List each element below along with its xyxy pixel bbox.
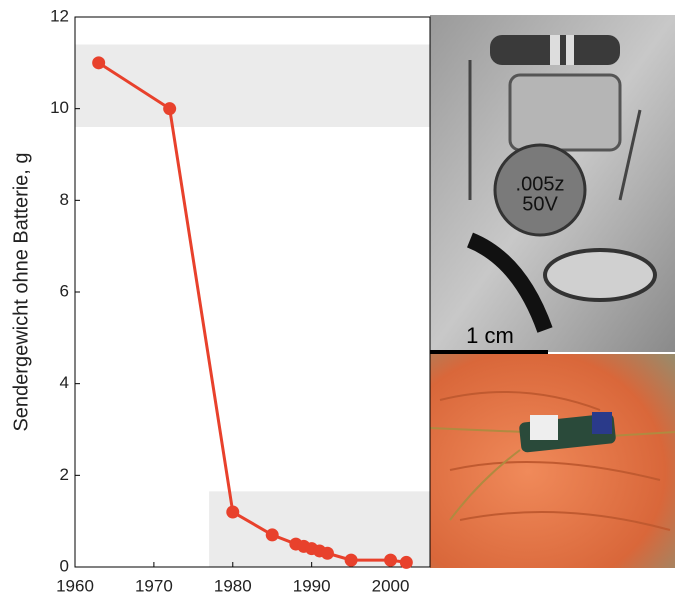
data-point bbox=[384, 553, 398, 567]
plot: 0 2 4 6 8 10 12 1960 1970 1980 1990 2000 bbox=[50, 6, 431, 595]
data-point bbox=[344, 553, 358, 567]
x-tick-label: 2000 bbox=[372, 576, 410, 595]
data-point bbox=[399, 555, 413, 569]
y-axis-label: Sendergewicht ohne Batterie, g bbox=[10, 152, 32, 431]
y-tick-label: 12 bbox=[50, 6, 69, 25]
y-tick-label: 2 bbox=[60, 465, 69, 484]
y-tick-label: 8 bbox=[60, 190, 69, 209]
x-tick-label: 1970 bbox=[135, 576, 173, 595]
scale-bar-label: 1 cm bbox=[466, 323, 514, 348]
data-point bbox=[163, 102, 177, 116]
x-tick-label: 1960 bbox=[56, 576, 94, 595]
highlight-band bbox=[75, 44, 430, 127]
y-tick-label: 4 bbox=[60, 373, 69, 392]
x-tick-label: 1980 bbox=[214, 576, 252, 595]
data-point bbox=[92, 56, 106, 70]
y-tick-label: 6 bbox=[60, 281, 69, 300]
data-point bbox=[226, 505, 240, 519]
photo-print: 50V bbox=[522, 193, 558, 215]
photo-top: .005z 50V 1 cm bbox=[430, 15, 675, 354]
y-tick-label: 10 bbox=[50, 98, 69, 117]
photo-bottom bbox=[429, 354, 675, 568]
x-tick-label: 1990 bbox=[293, 576, 331, 595]
y-tick-label: 0 bbox=[60, 556, 69, 575]
photo-print: .005z bbox=[516, 173, 565, 195]
data-point bbox=[265, 528, 279, 542]
data-point bbox=[320, 546, 334, 560]
